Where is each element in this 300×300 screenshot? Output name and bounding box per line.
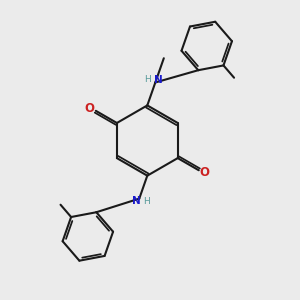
Text: H: H <box>143 197 150 206</box>
Text: N: N <box>132 196 141 206</box>
Text: O: O <box>85 102 95 115</box>
Text: O: O <box>200 167 210 179</box>
Text: N: N <box>154 75 162 85</box>
Text: H: H <box>145 75 151 84</box>
